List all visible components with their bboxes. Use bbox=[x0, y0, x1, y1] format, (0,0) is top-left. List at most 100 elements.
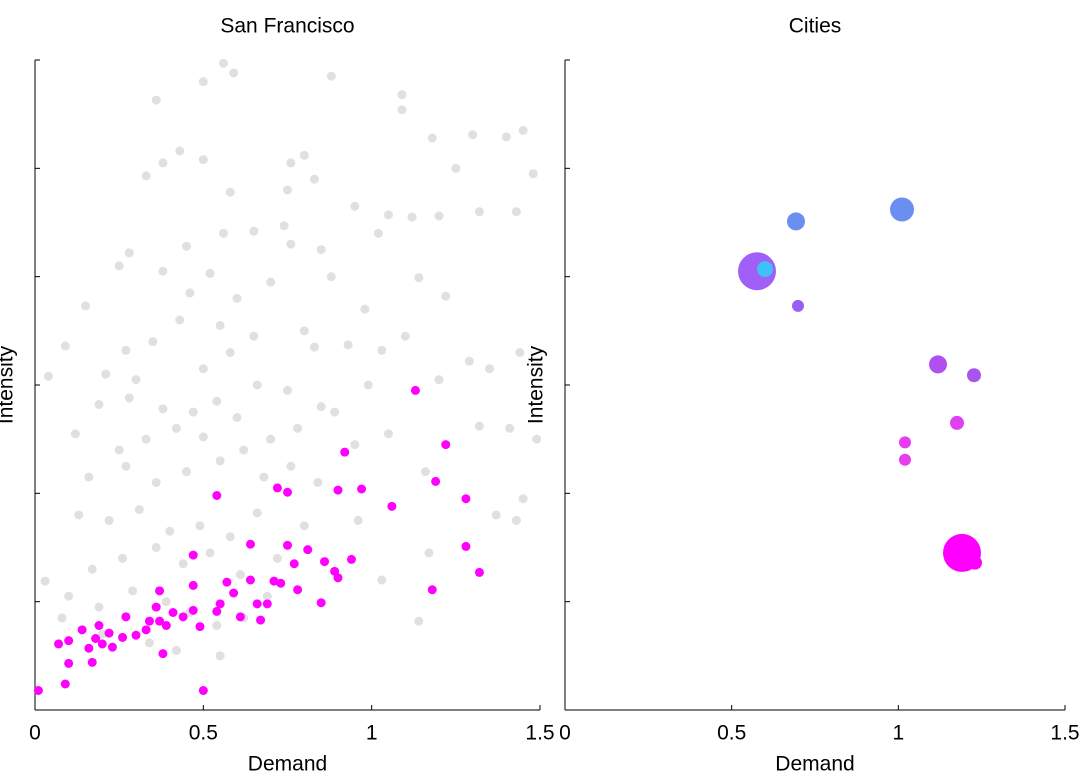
point bbox=[400, 331, 410, 341]
point bbox=[215, 651, 225, 661]
point bbox=[289, 559, 299, 569]
point bbox=[431, 476, 441, 486]
point bbox=[158, 404, 168, 414]
point bbox=[414, 616, 424, 626]
point bbox=[158, 649, 168, 659]
point bbox=[121, 461, 131, 471]
point bbox=[286, 158, 296, 168]
point bbox=[283, 185, 292, 195]
point bbox=[511, 515, 521, 525]
point bbox=[219, 58, 229, 68]
point bbox=[505, 423, 515, 433]
point bbox=[461, 541, 471, 551]
point bbox=[330, 407, 340, 417]
point bbox=[350, 201, 360, 211]
point bbox=[474, 421, 484, 431]
x-tick-label: 1 bbox=[366, 722, 378, 745]
point bbox=[320, 557, 330, 567]
point bbox=[64, 658, 74, 668]
point bbox=[293, 423, 303, 433]
point bbox=[175, 146, 185, 156]
point bbox=[178, 559, 188, 569]
point bbox=[70, 429, 80, 439]
point bbox=[205, 548, 215, 558]
point bbox=[501, 132, 511, 142]
point bbox=[77, 625, 87, 635]
point bbox=[340, 447, 350, 457]
point bbox=[235, 570, 245, 580]
point bbox=[104, 515, 114, 525]
point bbox=[60, 341, 70, 351]
bubble bbox=[968, 555, 982, 570]
point bbox=[141, 625, 151, 635]
point bbox=[144, 616, 154, 626]
point bbox=[121, 612, 131, 622]
point bbox=[464, 356, 474, 366]
point bbox=[33, 686, 43, 695]
point bbox=[94, 602, 104, 612]
point bbox=[198, 77, 208, 87]
bubble bbox=[950, 415, 964, 430]
point bbox=[182, 467, 191, 477]
point bbox=[124, 248, 134, 258]
x-axis-label: Demand bbox=[775, 753, 854, 776]
point bbox=[259, 472, 269, 482]
point bbox=[474, 207, 484, 217]
point bbox=[141, 171, 151, 181]
point bbox=[232, 293, 242, 303]
point bbox=[441, 291, 451, 301]
chart-title: Cities bbox=[789, 15, 842, 38]
point bbox=[299, 521, 309, 531]
point bbox=[229, 68, 239, 78]
point bbox=[121, 345, 131, 355]
point bbox=[212, 491, 222, 500]
point bbox=[309, 342, 319, 352]
point bbox=[357, 484, 367, 494]
point bbox=[219, 228, 229, 238]
bubble bbox=[757, 261, 773, 278]
point bbox=[316, 245, 326, 255]
point bbox=[165, 526, 175, 536]
point bbox=[171, 423, 181, 433]
point bbox=[427, 133, 437, 143]
point bbox=[427, 585, 437, 595]
chart-title: San Francisco bbox=[220, 15, 354, 38]
point bbox=[188, 550, 198, 560]
point bbox=[128, 586, 138, 596]
point bbox=[326, 272, 336, 282]
point bbox=[316, 598, 326, 608]
point bbox=[151, 478, 161, 487]
point bbox=[195, 521, 205, 531]
point bbox=[373, 228, 383, 238]
point bbox=[64, 591, 74, 601]
point bbox=[124, 393, 134, 403]
x-tick-label: 1 bbox=[892, 722, 904, 745]
point bbox=[528, 169, 538, 179]
point bbox=[316, 402, 326, 412]
point bbox=[252, 599, 262, 609]
point bbox=[57, 613, 67, 623]
bubble bbox=[792, 299, 804, 312]
point bbox=[161, 621, 171, 630]
point bbox=[266, 434, 276, 444]
point bbox=[434, 375, 444, 385]
point bbox=[350, 440, 360, 450]
point bbox=[225, 532, 235, 542]
point bbox=[215, 599, 225, 609]
point bbox=[511, 207, 521, 217]
point bbox=[215, 320, 225, 330]
point bbox=[333, 485, 343, 495]
point bbox=[87, 657, 97, 667]
point bbox=[272, 483, 282, 493]
point bbox=[212, 396, 222, 406]
point bbox=[114, 261, 124, 271]
point bbox=[397, 90, 407, 100]
point bbox=[101, 369, 111, 379]
bubble bbox=[787, 212, 805, 231]
bubble bbox=[890, 197, 914, 222]
x-tick-label: 0.5 bbox=[189, 722, 218, 745]
point bbox=[276, 578, 286, 588]
point bbox=[225, 187, 235, 197]
point bbox=[283, 385, 292, 395]
